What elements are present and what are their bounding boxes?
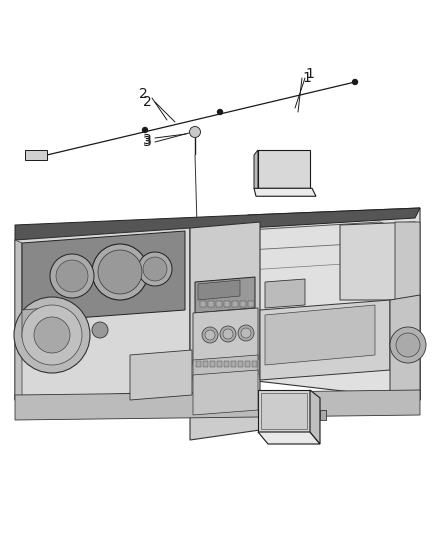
Polygon shape (15, 208, 420, 240)
Polygon shape (203, 361, 208, 367)
Circle shape (202, 327, 218, 343)
Polygon shape (232, 301, 238, 307)
Polygon shape (22, 231, 185, 322)
Polygon shape (231, 361, 236, 367)
Circle shape (92, 244, 148, 300)
Polygon shape (265, 305, 375, 365)
Polygon shape (217, 361, 222, 367)
Polygon shape (258, 432, 320, 444)
Circle shape (92, 322, 108, 338)
Circle shape (241, 328, 251, 338)
Polygon shape (240, 301, 246, 307)
Circle shape (390, 327, 426, 363)
Circle shape (142, 127, 148, 133)
Text: 2: 2 (138, 87, 147, 101)
Polygon shape (15, 390, 420, 420)
Text: 1: 1 (303, 71, 311, 85)
Polygon shape (340, 222, 415, 300)
Circle shape (205, 330, 215, 340)
Circle shape (22, 305, 82, 365)
Text: 2: 2 (143, 95, 152, 109)
Polygon shape (390, 295, 420, 405)
Polygon shape (238, 361, 243, 367)
Polygon shape (265, 279, 305, 308)
Circle shape (143, 257, 167, 281)
Polygon shape (15, 228, 190, 400)
Circle shape (50, 254, 94, 298)
Circle shape (14, 297, 90, 373)
Text: 1: 1 (306, 67, 314, 81)
Polygon shape (252, 361, 257, 367)
Polygon shape (224, 301, 230, 307)
Polygon shape (198, 280, 240, 300)
Polygon shape (248, 208, 420, 400)
Polygon shape (190, 222, 260, 440)
Polygon shape (193, 370, 258, 415)
Polygon shape (200, 301, 206, 307)
Polygon shape (22, 307, 60, 338)
Polygon shape (208, 301, 214, 307)
Polygon shape (210, 361, 215, 367)
Polygon shape (260, 300, 390, 380)
Polygon shape (395, 222, 420, 400)
Polygon shape (130, 350, 192, 400)
Polygon shape (193, 355, 258, 380)
Polygon shape (25, 150, 47, 160)
Circle shape (238, 325, 254, 341)
Polygon shape (258, 150, 310, 188)
Circle shape (56, 260, 88, 292)
Polygon shape (216, 301, 222, 307)
Circle shape (220, 326, 236, 342)
Polygon shape (224, 361, 229, 367)
Polygon shape (245, 361, 250, 367)
Circle shape (353, 79, 357, 85)
Polygon shape (195, 277, 255, 313)
Polygon shape (248, 301, 254, 307)
Polygon shape (258, 390, 310, 432)
Polygon shape (196, 361, 201, 367)
Text: 3: 3 (143, 133, 152, 147)
Polygon shape (193, 308, 258, 365)
Circle shape (98, 250, 142, 294)
Polygon shape (254, 150, 258, 188)
Circle shape (34, 317, 70, 353)
Polygon shape (254, 188, 316, 196)
Polygon shape (261, 393, 307, 429)
Text: 3: 3 (143, 135, 152, 149)
Circle shape (223, 329, 233, 339)
Circle shape (138, 252, 172, 286)
Polygon shape (15, 240, 22, 400)
Polygon shape (310, 390, 320, 444)
Circle shape (396, 333, 420, 357)
Circle shape (190, 126, 201, 138)
Polygon shape (320, 410, 326, 420)
Circle shape (218, 109, 223, 115)
